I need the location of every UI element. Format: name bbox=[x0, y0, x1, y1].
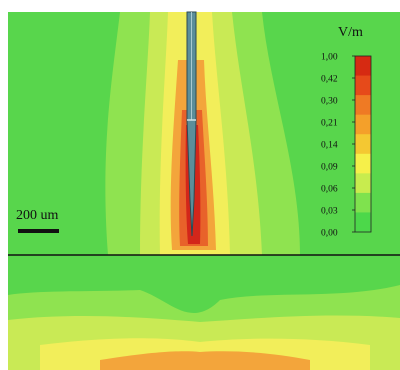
colorbar-swatch bbox=[355, 114, 371, 135]
probe-needle bbox=[186, 11, 197, 237]
scale-bar-line bbox=[18, 229, 59, 233]
upper-field-contours bbox=[105, 12, 300, 255]
scale-bar: 200 um bbox=[16, 208, 59, 233]
colorbar-unit: V/m bbox=[338, 25, 363, 40]
colorbar-tick-label: 0,42 bbox=[321, 75, 338, 85]
colorbar-tick-label: 0,03 bbox=[321, 207, 338, 217]
colorbar-tick-label: 0,09 bbox=[321, 163, 338, 173]
colorbar-tick-label: 0,21 bbox=[321, 119, 338, 129]
colorbar-tick-label: 0,00 bbox=[321, 229, 338, 239]
colorbar-swatch bbox=[355, 153, 371, 174]
colorbar-swatch bbox=[355, 173, 371, 194]
colorbar-tick-label: 1,00 bbox=[321, 53, 338, 63]
colorbar-tick-label: 0,30 bbox=[321, 97, 338, 107]
colorbar-ticks: 1,00 0,42 0,30 0,21 0,14 0,09 0,06 0,03 0,00 bbox=[321, 53, 355, 239]
scale-bar-label: 200 um bbox=[16, 208, 59, 223]
colorbar: V/m 1,00 0,42 0,30 0,21 0,14 0,09 0,06 0,03 0,00 bbox=[321, 25, 372, 239]
colorbar-swatch bbox=[355, 212, 371, 233]
colorbar-swatch bbox=[355, 95, 371, 116]
colorbar-swatch bbox=[355, 192, 371, 213]
colorbar-swatch bbox=[355, 75, 371, 96]
colorbar-swatch bbox=[355, 134, 371, 155]
lower-field-contours bbox=[8, 255, 400, 370]
colorbar-tick-label: 0,06 bbox=[321, 185, 338, 195]
colorbar-swatches bbox=[354, 55, 372, 233]
colorbar-swatch bbox=[355, 56, 371, 77]
colorbar-tick-label: 0,14 bbox=[321, 141, 338, 151]
